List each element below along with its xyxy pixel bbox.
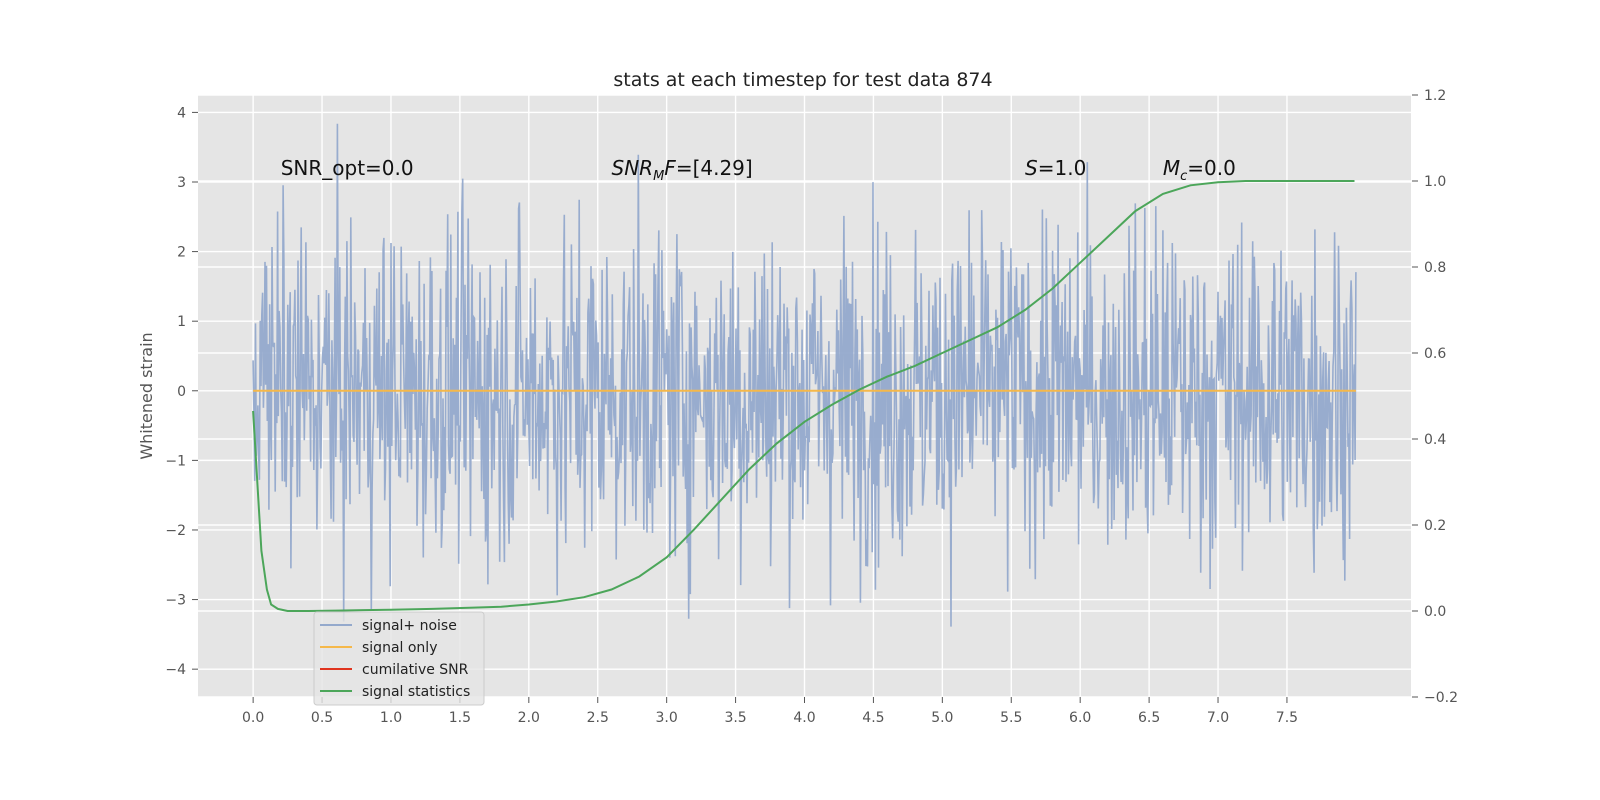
x-tick-label: 5.0 bbox=[931, 710, 953, 726]
y2-tick-label: 0.0 bbox=[1424, 604, 1446, 620]
series-line-signal-statistics bbox=[252, 180, 1355, 612]
x-tick-label: 7.5 bbox=[1276, 710, 1298, 726]
x-tick-label: 2.0 bbox=[518, 710, 540, 726]
x-tick-label: 4.5 bbox=[862, 710, 884, 726]
legend-label: signal only bbox=[362, 640, 437, 656]
x-tick-label: 6.5 bbox=[1138, 710, 1160, 726]
y-tick-label: 1 bbox=[177, 314, 186, 330]
y2-tick-label: 1.2 bbox=[1424, 88, 1446, 104]
legend-label: cumilative SNR bbox=[362, 662, 469, 678]
x-tick-label: 7.0 bbox=[1207, 710, 1229, 726]
y-axis-label: Whitened strain bbox=[137, 332, 156, 459]
series-lines bbox=[252, 180, 1356, 612]
series-signal-noise bbox=[252, 123, 1357, 627]
axes: 0.0 0.5 1.0 1.5 2.0 2.5 3.0 3.5 4.0 4.5 5.0 5.5 6.0 6… bbox=[165, 88, 1458, 726]
annotation-label: S=1.0 bbox=[1025, 156, 1086, 180]
y2-tick-label: −0.2 bbox=[1424, 690, 1458, 706]
annotations: SNR_opt=0.0 SNRMF=[4.29] S=1.0 Mc=0.0 bbox=[281, 156, 1236, 184]
y-tick-label: 4 bbox=[177, 105, 186, 121]
y-tick-label: 2 bbox=[177, 245, 186, 261]
y-tick-label: 3 bbox=[177, 175, 186, 191]
y2-tick-label: 0.6 bbox=[1424, 346, 1446, 362]
x-tick-label: 3.0 bbox=[656, 710, 678, 726]
y-tick-label: −1 bbox=[165, 453, 186, 469]
legend-label: signal statistics bbox=[362, 684, 470, 700]
x-tick-label: 6.0 bbox=[1069, 710, 1091, 726]
x-tick-label: 4.0 bbox=[793, 710, 815, 726]
x-tick-label: 2.5 bbox=[587, 710, 609, 726]
x-tick-label: 3.5 bbox=[724, 710, 746, 726]
legend-label: signal+ noise bbox=[362, 618, 457, 634]
annotation-label: SNR_opt=0.0 bbox=[281, 156, 414, 180]
x-tick-label: 1.0 bbox=[380, 710, 402, 726]
signal-noise-line bbox=[252, 123, 1357, 627]
y-tick-label: 0 bbox=[177, 384, 186, 400]
y2-tick-label: 0.8 bbox=[1424, 260, 1446, 276]
x-tick-label: 0.5 bbox=[311, 710, 333, 726]
y-tick-label: −4 bbox=[165, 662, 186, 678]
chart-title: stats at each timestep for test data 874 bbox=[613, 69, 992, 91]
annotation-label: SNRMF=[4.29] bbox=[612, 156, 753, 184]
legend: signal+ noise signal only cumilative SNR si… bbox=[313, 611, 485, 706]
y-tick-label: −2 bbox=[165, 523, 186, 539]
x-tick-label: 5.5 bbox=[1000, 710, 1022, 726]
annotation-label: Mc=0.0 bbox=[1163, 156, 1236, 184]
y2-tick-label: 0.4 bbox=[1424, 432, 1446, 448]
x-tick-label: 1.5 bbox=[449, 710, 471, 726]
y2-tick-label: 1.0 bbox=[1424, 174, 1446, 190]
y-tick-label: −3 bbox=[165, 593, 186, 609]
y2-tick-label: 0.2 bbox=[1424, 518, 1446, 534]
legend-box bbox=[313, 611, 485, 706]
x-tick-label: 0.0 bbox=[242, 710, 264, 726]
